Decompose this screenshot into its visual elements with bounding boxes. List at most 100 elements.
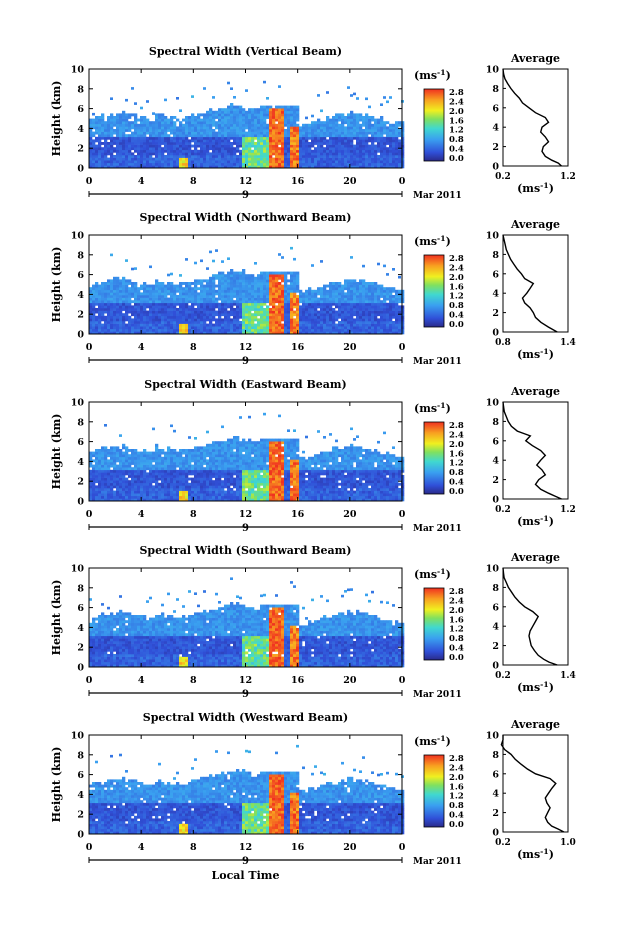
y-tick-label: 10 [71,231,85,242]
panel-3: Spectral Width (Eastward Beam) 0 2 4 6 8 10 Hei… [50,378,576,534]
y-axis-label: Height (km) [50,414,63,490]
colorbar-tick-label: 2.8 [449,754,464,764]
y-tick-label: 10 [71,564,85,575]
colorbar-tick-label: 2.0 [449,606,464,616]
x-tick-label: 0 [399,842,406,853]
average-y-tick-label: 4 [492,289,499,300]
colorbar: 0.00.40.81.21.62.02.42.8 [423,421,464,497]
colorbar-tick-label: 2.0 [449,773,464,783]
average-y-tick-label: 4 [492,622,499,633]
average-y-tick-label: 6 [492,269,499,280]
average-title: Average [510,551,560,564]
y-tick-label: 6 [77,770,84,781]
x-tick-label: 20 [343,176,357,187]
colorbar-tick-label: 0.4 [449,811,464,821]
x-tick-label: 0 [399,675,406,686]
colorbar-unit: (ms-1) [414,401,451,416]
panel-title: Spectral Width (Vertical Beam) [149,45,342,58]
x-tick-label: 16 [291,342,305,353]
y-tick-label: 0 [77,164,84,175]
panel-title: Spectral Width (Eastward Beam) [144,378,346,391]
average-y-tick-label: 0 [492,661,499,672]
average-x-label: (ms-1) [517,680,554,695]
average-y-tick-label: 8 [492,583,499,594]
colorbar-tick-label: 1.6 [449,449,464,459]
average-panel: Average 0 2 4 6 8 10 0.2 1.2 (ms-1) [486,385,576,528]
x-tick-label: 12 [239,509,252,520]
average-x-tick-label: 0.2 [495,505,511,515]
y-tick-label: 8 [77,417,84,428]
colorbar-tick-label: 0.0 [449,653,464,663]
x-tick-label: 20 [343,342,357,353]
colorbar-tick-label: 0.0 [449,487,464,497]
panel-title: Spectral Width (Southward Beam) [139,544,351,557]
average-y-tick-label: 6 [492,103,499,114]
x-tick-label: 12 [239,842,252,853]
y-tick-label: 4 [77,623,84,634]
average-x-tick-label: 1.4 [560,671,576,681]
x-tick-label: 0 [399,342,406,353]
colorbar-gradient [423,254,445,328]
x-tick-label: 8 [190,176,197,187]
x-tick-label: 8 [190,842,197,853]
average-y-tick-label: 2 [492,641,499,652]
colorbar-tick-label: 0.8 [449,301,464,311]
colorbar-tick-label: 0.4 [449,145,464,155]
x-tick-label: 0 [86,675,93,686]
heatmap-field [89,246,405,335]
colorbar-tick-label: 2.8 [449,421,464,431]
x-tick-label: 4 [138,509,145,520]
date-label: Mar 2011 [413,690,462,700]
average-panel: Average 0 2 4 6 8 10 0.2 1.4 (ms-1) [486,551,576,694]
colorbar-tick-label: 0.8 [449,468,464,478]
average-y-tick-label: 0 [492,828,499,839]
colorbar-tick-label: 0.0 [449,820,464,830]
average-y-tick-label: 6 [492,436,499,447]
average-y-tick-label: 10 [486,398,500,409]
colorbar-gradient [423,421,445,495]
y-axis-label: Height (km) [50,747,63,823]
panel-title: Spectral Width (Northward Beam) [140,211,352,224]
x-tick-label: 0 [86,842,93,853]
date-label: Mar 2011 [413,857,462,867]
average-y-tick-label: 4 [492,789,499,800]
x-tick-label: 20 [343,842,357,853]
y-tick-label: 4 [77,457,84,468]
heatmap-field [89,80,405,169]
y-tick-label: 6 [77,104,84,115]
heatmap-field [89,744,405,835]
x-tick-label: 16 [291,675,305,686]
average-y-tick-label: 6 [492,602,499,613]
y-tick-label: 10 [71,731,85,742]
date-marker: 9 [242,523,249,534]
heatmap-field [89,412,405,502]
panel-title: Spectral Width (Westward Beam) [143,711,348,724]
average-y-tick-label: 6 [492,769,499,780]
colorbar-tick-label: 1.2 [449,292,464,302]
colorbar-tick-label: 0.8 [449,135,464,145]
colorbar: 0.00.40.81.21.62.02.42.8 [423,754,464,830]
colorbar-gradient [423,88,445,162]
colorbar-tick-label: 0.4 [449,644,464,654]
date-marker: 9 [242,356,249,367]
y-axis-label: Height (km) [50,247,63,323]
average-frame [502,68,569,167]
average-x-label: (ms-1) [517,847,554,862]
colorbar-tick-label: 1.2 [449,126,464,136]
date-marker: 9 [242,689,249,700]
colorbar-tick-label: 2.8 [449,587,464,597]
date-label: Mar 2011 [413,524,462,534]
colorbar-unit: (ms-1) [414,734,451,749]
average-y-tick-label: 4 [492,123,499,134]
y-tick-label: 0 [77,830,84,841]
colorbar-tick-label: 0.0 [449,320,464,330]
average-profile-line [502,234,558,333]
average-y-tick-label: 10 [486,231,500,242]
colorbar-tick-label: 1.6 [449,282,464,292]
average-y-tick-label: 8 [492,250,499,261]
panel-2: Spectral Width (Northward Beam) 0 2 4 6 8 10 He… [50,211,576,367]
average-profile-line [500,735,565,833]
y-tick-label: 4 [77,290,84,301]
y-tick-label: 4 [77,124,84,135]
